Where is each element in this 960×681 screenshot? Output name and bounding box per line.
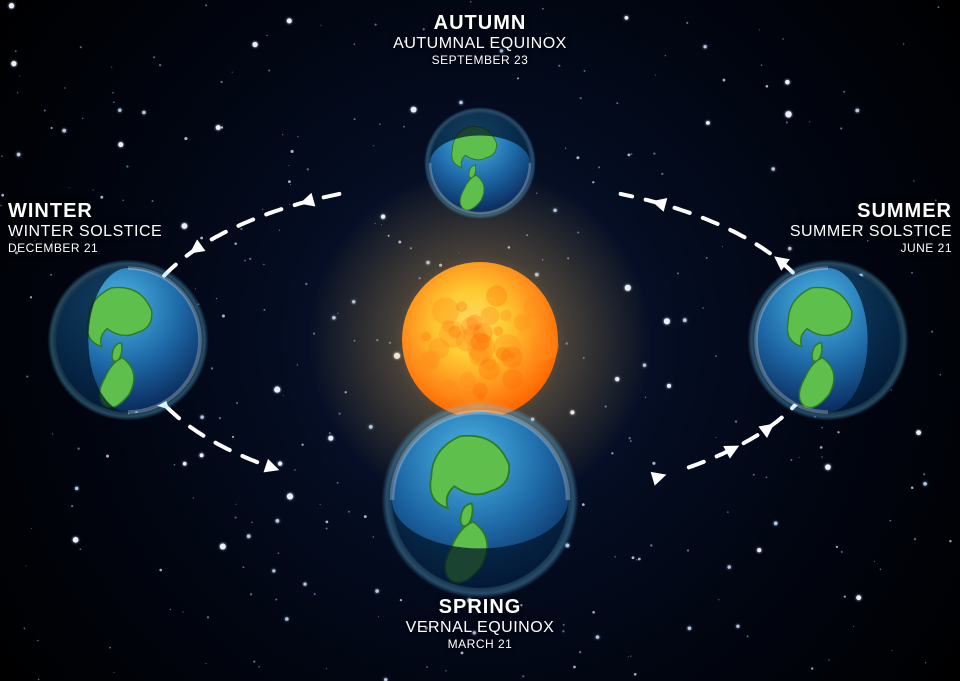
label-autumn: AUTUMN AUTUMNAL EQUINOX SEPTEMBER 23 bbox=[330, 12, 630, 67]
date-summer: JUNE 21 bbox=[790, 241, 952, 255]
season-winter: WINTER bbox=[8, 200, 162, 223]
date-winter: DECEMBER 21 bbox=[8, 241, 162, 255]
label-summer: SUMMER SUMMER SOLSTICE JUNE 21 bbox=[790, 200, 952, 255]
event-spring: VERNAL EQUINOX bbox=[330, 619, 630, 637]
event-summer: SUMMER SOLSTICE bbox=[790, 223, 952, 241]
season-summer: SUMMER bbox=[790, 200, 952, 223]
date-autumn: SEPTEMBER 23 bbox=[330, 53, 630, 67]
diagram-svg bbox=[0, 0, 960, 681]
event-autumn: AUTUMNAL EQUINOX bbox=[330, 35, 630, 53]
season-autumn: AUTUMN bbox=[330, 12, 630, 35]
season-spring: SPRING bbox=[330, 596, 630, 619]
label-spring: SPRING VERNAL EQUINOX MARCH 21 bbox=[330, 596, 630, 651]
date-spring: MARCH 21 bbox=[330, 637, 630, 651]
label-winter: WINTER WINTER SOLSTICE DECEMBER 21 bbox=[8, 200, 162, 255]
event-winter: WINTER SOLSTICE bbox=[8, 223, 162, 241]
seasons-diagram: AUTUMN AUTUMNAL EQUINOX SEPTEMBER 23 SPR… bbox=[0, 0, 960, 681]
